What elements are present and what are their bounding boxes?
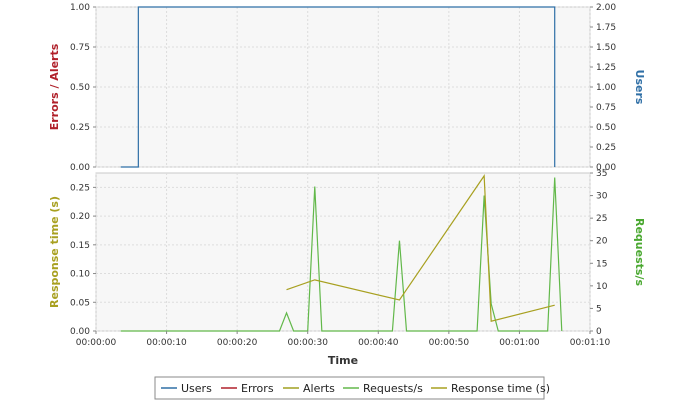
right-tick-label: 15 (596, 259, 607, 269)
legend-label: Users (181, 382, 212, 395)
left-tick-label: 0.50 (70, 83, 90, 93)
legend-item: Errors (221, 382, 274, 395)
x-tick-label: 00:00:40 (358, 338, 399, 348)
legend-label: Alerts (303, 382, 335, 395)
x-tick-label: 00:00:00 (76, 338, 117, 348)
right-axis-title: Requests/s (633, 218, 646, 286)
series-line-users (120, 6, 556, 168)
right-tick-label: 1.25 (596, 63, 616, 73)
left-tick-label: 0.75 (70, 43, 90, 53)
x-tick-label: 00:01:00 (499, 338, 540, 348)
legend-item: Response time (s) (431, 382, 550, 395)
left-axis-title: Response time (s) (48, 196, 61, 308)
x-tick-label: 00:01:10 (570, 338, 611, 348)
right-tick-label: 0.00 (596, 163, 616, 173)
right-tick-label: 0.25 (596, 143, 616, 153)
legend-item: Users (161, 382, 212, 395)
plot-area-0 (95, 6, 591, 168)
right-tick-label: 2.00 (596, 3, 616, 13)
right-tick-label: 5 (596, 304, 602, 314)
right-tick-label: 10 (596, 282, 608, 292)
left-tick-label: 0.10 (70, 270, 90, 280)
right-tick-label: 0 (596, 327, 602, 337)
left-tick-label: 0.05 (70, 298, 90, 308)
x-tick-label: 00:00:10 (146, 338, 187, 348)
right-tick-label: 1.75 (596, 23, 616, 33)
series-line-requests-s (120, 177, 563, 332)
left-tick-label: 1.00 (70, 3, 90, 13)
left-tick-label: 0.20 (70, 212, 90, 222)
series-line-response-time-s (286, 174, 555, 322)
legend-item: Requests/s (343, 382, 423, 395)
legend-label: Response time (s) (451, 382, 550, 395)
x-tick-label: 00:00:50 (429, 338, 470, 348)
right-tick-label: 35 (596, 169, 607, 179)
left-axis-title: Errors / Alerts (48, 43, 61, 130)
right-tick-label: 20 (596, 237, 608, 247)
right-tick-label: 1.50 (596, 43, 616, 53)
right-tick-label: 0.75 (596, 103, 616, 113)
legend-item: Alerts (283, 382, 335, 395)
x-axis-title: Time (328, 354, 358, 367)
right-tick-label: 1.00 (596, 83, 616, 93)
x-tick-label: 00:00:30 (288, 338, 329, 348)
left-tick-label: 0.15 (70, 241, 90, 251)
plot-area-1 (95, 172, 591, 332)
legend-label: Requests/s (363, 382, 423, 395)
left-tick-label: 0.25 (70, 183, 90, 193)
right-tick-label: 30 (596, 192, 608, 202)
right-tick-label: 0.50 (596, 123, 616, 133)
right-tick-label: 25 (596, 214, 607, 224)
left-tick-label: 0.25 (70, 123, 90, 133)
left-tick-label: 0.00 (70, 163, 90, 173)
legend-label: Errors (241, 382, 274, 395)
x-tick-label: 00:00:20 (217, 338, 258, 348)
left-tick-label: 0.00 (70, 327, 90, 337)
right-axis-title: Users (633, 70, 646, 105)
